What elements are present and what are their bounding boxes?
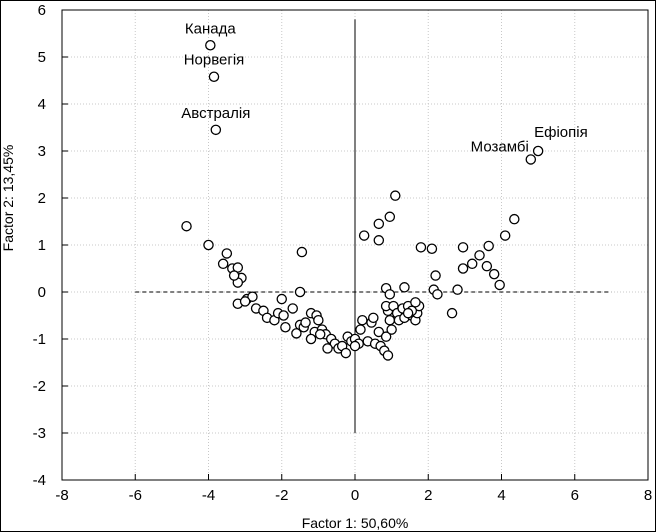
point-annotation: Австралія [181, 105, 250, 122]
point-annotation: Канада [185, 20, 236, 37]
data-point [399, 282, 410, 293]
data-point [430, 270, 441, 281]
x-tick-label: -8 [55, 487, 68, 504]
x-tick-label: 4 [497, 487, 505, 504]
data-point [384, 289, 396, 300]
data-point [390, 190, 401, 201]
data-point [349, 340, 361, 352]
data-point [217, 258, 229, 270]
data-point [481, 260, 493, 272]
y-tick-label: -2 [33, 378, 46, 395]
data-point [499, 230, 511, 241]
data-point [296, 246, 308, 258]
data-point [181, 220, 192, 232]
data-point [294, 286, 306, 298]
data-point [368, 312, 379, 324]
y-tick-label: 5 [38, 49, 46, 66]
y-tick-label: 1 [38, 237, 46, 254]
point-annotation: Норвегія [184, 52, 245, 69]
axis-ticks [61, 9, 649, 481]
y-tick-labels: -4 -3 -2 -1 0 1 2 3 4 5 6 [33, 2, 46, 489]
data-point [402, 307, 414, 319]
x-tick-label: -6 [129, 487, 142, 504]
y-tick-label: 3 [38, 143, 46, 160]
data-point [322, 343, 333, 354]
data-point [426, 243, 438, 255]
data-point [532, 145, 544, 157]
data-point [509, 213, 520, 225]
data-point [287, 303, 298, 314]
data-point [452, 284, 463, 295]
data-point [373, 218, 385, 230]
data-point [373, 235, 385, 246]
data-point [384, 211, 396, 223]
data-point [357, 314, 368, 326]
data-point [276, 293, 287, 305]
y-tick-label: -1 [33, 331, 46, 348]
x-tick-label: 0 [351, 487, 359, 504]
y-tick-label: 2 [38, 190, 46, 207]
data-point [410, 297, 421, 308]
data-point [210, 124, 222, 136]
data-point [373, 326, 385, 338]
data-point [355, 324, 366, 335]
x-tick-label: -4 [202, 487, 215, 504]
data-point [525, 154, 537, 165]
data-point [340, 347, 352, 359]
data-point [474, 250, 485, 261]
x-tick-label: -2 [275, 487, 288, 504]
data-point [203, 239, 214, 251]
data-point [380, 331, 392, 342]
y-tick-label: 4 [38, 96, 46, 113]
data-point [358, 230, 370, 241]
point-annotation: Ефіопія [534, 124, 588, 141]
data-point [314, 329, 326, 340]
x-axis-title: Factor 1: 50,60% [302, 515, 409, 531]
data-point [208, 71, 220, 82]
data-point [228, 270, 240, 281]
x-tick-label: 6 [571, 487, 579, 504]
data-point [457, 242, 469, 253]
y-axis-title: Factor 2: 13,45% [0, 145, 16, 252]
x-tick-labels: -8 -6 -4 -2 0 2 4 6 8 [55, 487, 652, 504]
data-point [466, 258, 478, 270]
data-point [239, 296, 251, 307]
y-tick-label: -4 [33, 472, 46, 489]
data-point [305, 333, 317, 345]
point-annotation: Мозамбі [471, 138, 529, 155]
x-tick-label: 2 [424, 487, 432, 504]
data-point [280, 321, 291, 333]
data-point [291, 328, 302, 339]
data-points [181, 40, 544, 361]
data-point [415, 242, 427, 253]
x-tick-label: 8 [644, 487, 652, 504]
data-point [221, 248, 233, 259]
data-point [384, 314, 396, 326]
data-point [494, 279, 505, 291]
data-point [488, 268, 500, 280]
data-point [313, 314, 324, 326]
data-point [386, 324, 397, 335]
data-point [278, 310, 289, 321]
data-point [457, 263, 469, 274]
data-point [382, 350, 394, 361]
data-point [446, 307, 458, 319]
y-tick-label: 0 [38, 284, 46, 301]
reference-lines [135, 19, 612, 433]
data-point [432, 289, 443, 300]
data-point [247, 291, 258, 302]
data-point [300, 317, 311, 328]
data-point [483, 240, 494, 252]
point-annotations: Канада Норвегія Австралія Ефіопія Мозамбі [181, 20, 587, 155]
y-tick-label: -3 [33, 425, 46, 442]
y-tick-label: 6 [38, 2, 46, 19]
data-point [205, 40, 216, 51]
